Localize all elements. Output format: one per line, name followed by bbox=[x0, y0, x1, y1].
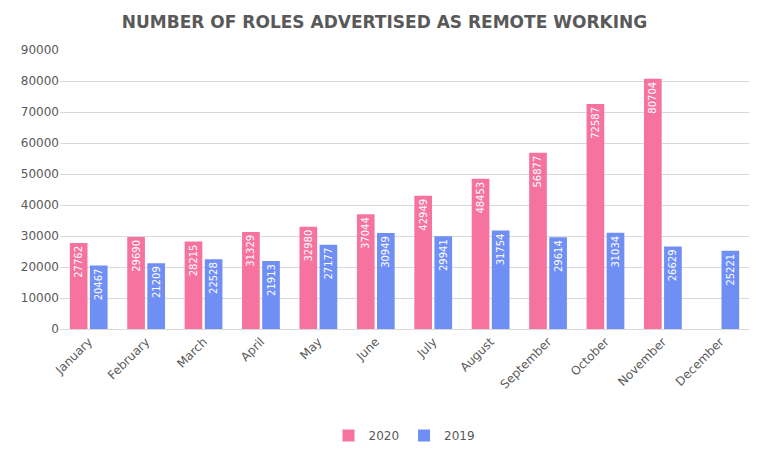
svg-text:March: March bbox=[174, 335, 210, 371]
svg-text:56877: 56877 bbox=[532, 156, 543, 188]
svg-text:20467: 20467 bbox=[93, 269, 104, 301]
svg-text:80704: 80704 bbox=[647, 82, 658, 114]
svg-text:January: January bbox=[52, 335, 95, 378]
svg-text:0: 0 bbox=[51, 322, 59, 336]
svg-text:29690: 29690 bbox=[131, 240, 142, 272]
svg-text:40000: 40000 bbox=[21, 198, 59, 212]
svg-text:20000: 20000 bbox=[21, 260, 59, 274]
svg-text:29941: 29941 bbox=[438, 239, 449, 271]
svg-text:July: July bbox=[414, 335, 440, 361]
svg-text:May: May bbox=[297, 335, 324, 362]
svg-text:48453: 48453 bbox=[475, 182, 486, 214]
svg-text:30000: 30000 bbox=[21, 229, 59, 243]
svg-text:90000: 90000 bbox=[21, 43, 59, 57]
svg-text:31754: 31754 bbox=[495, 234, 506, 266]
svg-text:60000: 60000 bbox=[21, 136, 59, 150]
svg-text:September: September bbox=[498, 335, 555, 392]
svg-text:70000: 70000 bbox=[21, 105, 59, 119]
svg-text:25221: 25221 bbox=[725, 254, 736, 286]
svg-text:32980: 32980 bbox=[303, 230, 314, 262]
svg-text:February: February bbox=[105, 335, 153, 383]
svg-text:21913: 21913 bbox=[266, 264, 277, 296]
svg-text:27762: 27762 bbox=[73, 246, 84, 278]
svg-text:37044: 37044 bbox=[360, 217, 371, 249]
svg-text:November: November bbox=[615, 335, 669, 389]
svg-text:28215: 28215 bbox=[188, 245, 199, 277]
svg-text:31034: 31034 bbox=[610, 236, 621, 268]
svg-text:October: October bbox=[568, 335, 612, 379]
svg-text:August: August bbox=[457, 335, 497, 375]
svg-text:30949: 30949 bbox=[380, 236, 391, 268]
svg-text:26629: 26629 bbox=[667, 249, 678, 281]
svg-text:80000: 80000 bbox=[21, 74, 59, 88]
svg-text:NUMBER OF ROLES ADVERTISED AS: NUMBER OF ROLES ADVERTISED AS REMOTE WOR… bbox=[122, 12, 647, 32]
svg-text:31329: 31329 bbox=[245, 235, 256, 267]
svg-text:December: December bbox=[673, 335, 727, 389]
svg-text:29614: 29614 bbox=[553, 240, 564, 272]
svg-text:2019: 2019 bbox=[444, 429, 475, 443]
svg-text:21209: 21209 bbox=[151, 266, 162, 298]
svg-text:April: April bbox=[238, 335, 267, 364]
svg-text:42949: 42949 bbox=[418, 199, 429, 231]
svg-text:10000: 10000 bbox=[21, 291, 59, 305]
svg-text:June: June bbox=[353, 335, 382, 364]
svg-text:27177: 27177 bbox=[323, 248, 334, 280]
svg-text:50000: 50000 bbox=[21, 167, 59, 181]
svg-text:72587: 72587 bbox=[590, 107, 601, 139]
svg-text:22528: 22528 bbox=[208, 262, 219, 294]
svg-text:2020: 2020 bbox=[369, 429, 400, 443]
